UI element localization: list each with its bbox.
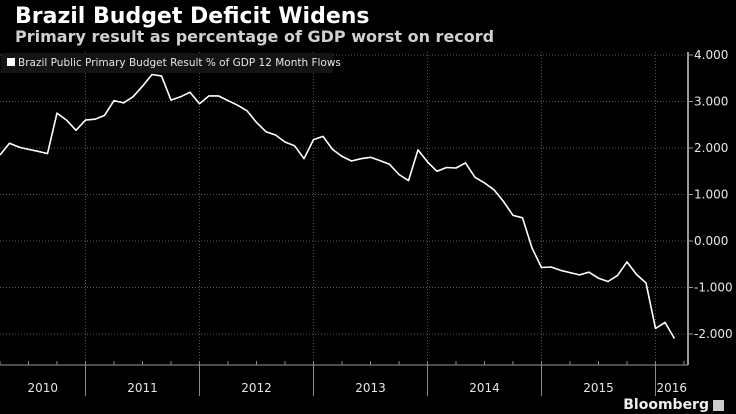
chart-legend: Brazil Public Primary Budget Result % of… bbox=[1, 53, 341, 73]
year-label: 2015 bbox=[583, 381, 614, 395]
year-label: 2014 bbox=[469, 381, 500, 395]
year-label: 2010 bbox=[27, 381, 58, 395]
y-tick-label: 3.000 bbox=[694, 95, 728, 109]
legend-label: Brazil Public Primary Budget Result % of… bbox=[18, 57, 341, 69]
chart-title: Brazil Budget Deficit Widens bbox=[15, 4, 370, 29]
y-tick-label: 1.000 bbox=[694, 188, 728, 202]
y-tick-label: 2.000 bbox=[694, 141, 728, 155]
brand-text: Bloomberg bbox=[623, 397, 709, 413]
y-tick-label: -1.000 bbox=[694, 281, 733, 295]
y-tick-label: 4.000 bbox=[694, 48, 728, 62]
year-label: 2012 bbox=[241, 381, 272, 395]
y-tick-label: -2.000 bbox=[694, 327, 733, 341]
bloomberg-logo: Bloomberg bbox=[623, 397, 724, 413]
year-label: 2016 bbox=[656, 381, 687, 395]
chart-subtitle: Primary result as percentage of GDP wors… bbox=[15, 27, 495, 46]
y-tick-label: 0.000 bbox=[694, 234, 728, 248]
chart-icon bbox=[713, 399, 724, 411]
year-label: 2011 bbox=[127, 381, 158, 395]
series-line bbox=[0, 73, 676, 340]
legend-swatch bbox=[7, 58, 15, 66]
year-label: 2013 bbox=[355, 381, 386, 395]
